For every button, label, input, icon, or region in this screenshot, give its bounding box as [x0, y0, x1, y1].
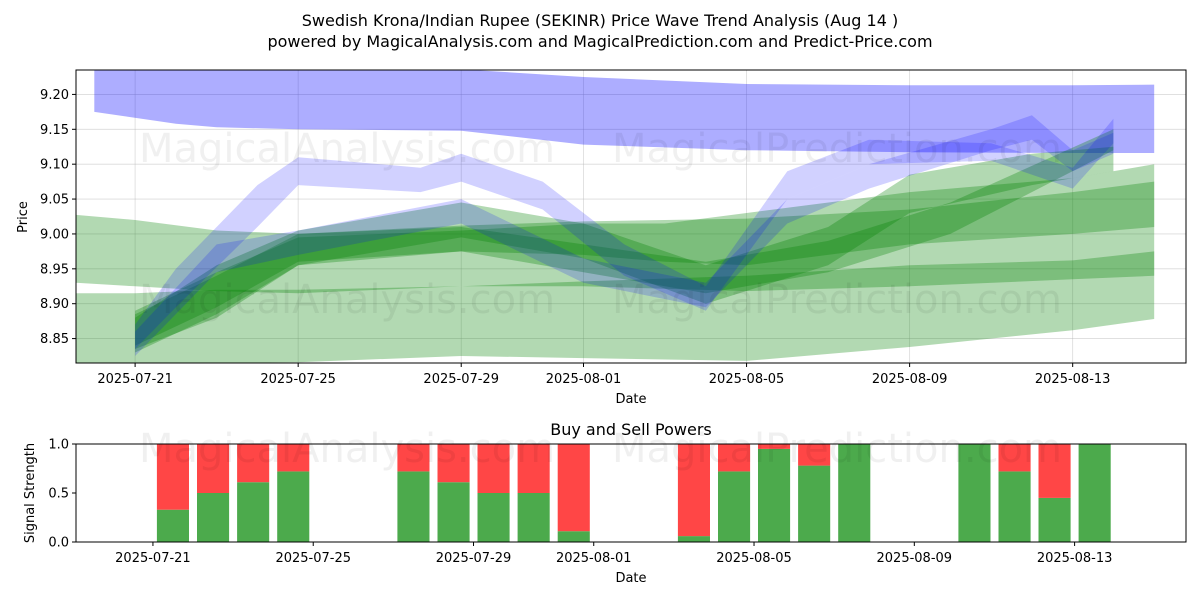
price-x-tick-label-4: 2025-08-05: [709, 372, 785, 387]
price-bands: [76, 70, 1155, 363]
power-x-tick-label-1: 2025-07-25: [275, 551, 351, 566]
price-x-tick-label-2: 2025-07-29: [423, 372, 499, 387]
buy-bar-3: [277, 471, 310, 542]
price-y-tick-label-4: 9.05: [40, 193, 69, 208]
power-watermark-right: MagicalPrediction.com: [612, 426, 1062, 472]
buy-bar-14: [958, 444, 991, 542]
price-x-tick-label-3: 2025-08-01: [546, 372, 622, 387]
buy-bar-5: [437, 482, 470, 542]
price-y-label: Price: [16, 201, 31, 233]
price-band-6-blue: [135, 118, 1114, 349]
sell-bar-12: [798, 444, 831, 466]
watermark-left-2: MagicalAnalysis.com: [139, 277, 555, 323]
watermark-right-2: MagicalPrediction.com: [612, 277, 1062, 323]
power-chart-title: Buy and Sell Powers: [550, 420, 712, 439]
sell-bar-3: [277, 444, 310, 472]
power-y-tick-label-0: 0.0: [48, 536, 69, 551]
buy-bar-15: [998, 471, 1031, 542]
power-x-tick-label-0: 2025-07-21: [115, 551, 191, 566]
price-watermarks: MagicalAnalysis.com MagicalPrediction.co…: [139, 126, 1062, 323]
price-band-0-blue: [94, 70, 1155, 153]
price-y-tick-label-2: 8.95: [40, 262, 69, 277]
buy-bar-7: [517, 493, 550, 542]
watermark-left: MagicalAnalysis.com: [139, 126, 555, 172]
sell-bar-9: [677, 444, 710, 537]
price-grid: [76, 70, 1186, 363]
price-x-tick-label-0: 2025-07-21: [97, 372, 173, 387]
buy-bar-13: [838, 444, 871, 542]
price-y-tick-label-0: 8.85: [40, 332, 69, 347]
sell-bar-16: [1038, 444, 1071, 498]
power-y-label: Signal Strength: [23, 443, 38, 543]
price-band-4-green: [135, 146, 1114, 353]
price-band-3-green: [135, 164, 1155, 349]
sell-bar-5: [437, 444, 470, 483]
price-band-7-blue: [135, 115, 1114, 356]
buy-bar-16: [1038, 497, 1071, 542]
price-x-tick-label-1: 2025-07-25: [260, 372, 336, 387]
power-x-tick-label-4: 2025-08-05: [716, 551, 792, 566]
power-x-label: Date: [615, 571, 646, 586]
buy-bar-17: [1078, 444, 1111, 542]
power-x-tick-label-5: 2025-08-09: [877, 551, 953, 566]
buy-bar-9: [677, 536, 710, 542]
price-x-label: Date: [615, 392, 646, 407]
price-y-tick-label-7: 9.20: [40, 88, 69, 103]
chart-title-line2: powered by MagicalAnalysis.com and Magic…: [267, 32, 932, 51]
sell-bar-0: [156, 444, 189, 510]
buy-bar-11: [758, 448, 791, 542]
sell-bar-2: [237, 444, 270, 483]
buy-bar-1: [197, 493, 230, 542]
power-y-ticks: 0.0 0.5 1.0: [48, 438, 76, 551]
price-band-2-green: [76, 251, 1155, 363]
buy-bar-8: [557, 531, 590, 542]
price-y-tick-label-6: 9.15: [40, 123, 69, 138]
power-x-tick-label-3: 2025-08-01: [556, 551, 632, 566]
sell-bar-10: [718, 444, 751, 472]
price-x-tick-label-6: 2025-08-13: [1035, 372, 1111, 387]
sell-bar-15: [998, 444, 1031, 472]
price-y-tick-label-3: 9.00: [40, 227, 69, 242]
sell-bar-8: [557, 444, 590, 532]
price-band-5-green: [135, 129, 1114, 346]
power-x-ticks: 2025-07-21 2025-07-25 2025-07-29 2025-08-01…: [115, 542, 1112, 566]
watermark-right: MagicalPrediction.com: [612, 126, 1062, 172]
power-x-tick-label-2: 2025-07-29: [436, 551, 512, 566]
power-watermark-left: MagicalAnalysis.com: [139, 426, 555, 472]
chart-title-line1: Swedish Krona/Indian Rupee (SEKINR) Pric…: [302, 11, 898, 30]
sell-bar-1: [197, 444, 230, 493]
sell-bar-6: [477, 444, 510, 493]
power-x-tick-label-6: 2025-08-13: [1037, 551, 1113, 566]
price-axes-frame: [75, 69, 1187, 364]
price-y-tick-label-5: 9.10: [40, 158, 69, 173]
power-y-tick-label-2: 1.0: [48, 438, 69, 453]
power-watermarks: MagicalAnalysis.com MagicalPrediction.co…: [139, 426, 1062, 472]
buy-bar-2: [237, 482, 270, 542]
power-y-tick-label-1: 0.5: [48, 487, 69, 502]
buy-bar-4: [397, 471, 430, 542]
price-x-tick-label-5: 2025-08-09: [872, 372, 948, 387]
price-y-tick-label-1: 8.90: [40, 297, 69, 312]
sell-bar-4: [397, 444, 430, 472]
buy-bar-10: [718, 471, 751, 542]
power-bars: [156, 444, 1111, 542]
buy-bar-0: [156, 509, 189, 542]
buy-bar-6: [477, 493, 510, 542]
buy-bar-12: [798, 465, 831, 542]
price-x-ticks: 2025-07-21 2025-07-25 2025-07-29 2025-08-01…: [97, 363, 1110, 387]
price-band-1-green: [76, 181, 1155, 294]
sell-bar-11: [758, 444, 791, 449]
sell-bar-7: [517, 444, 550, 493]
price-y-ticks: 8.85 8.90 8.95 9.00 9.05 9.10 9.15 9.20: [40, 88, 76, 347]
